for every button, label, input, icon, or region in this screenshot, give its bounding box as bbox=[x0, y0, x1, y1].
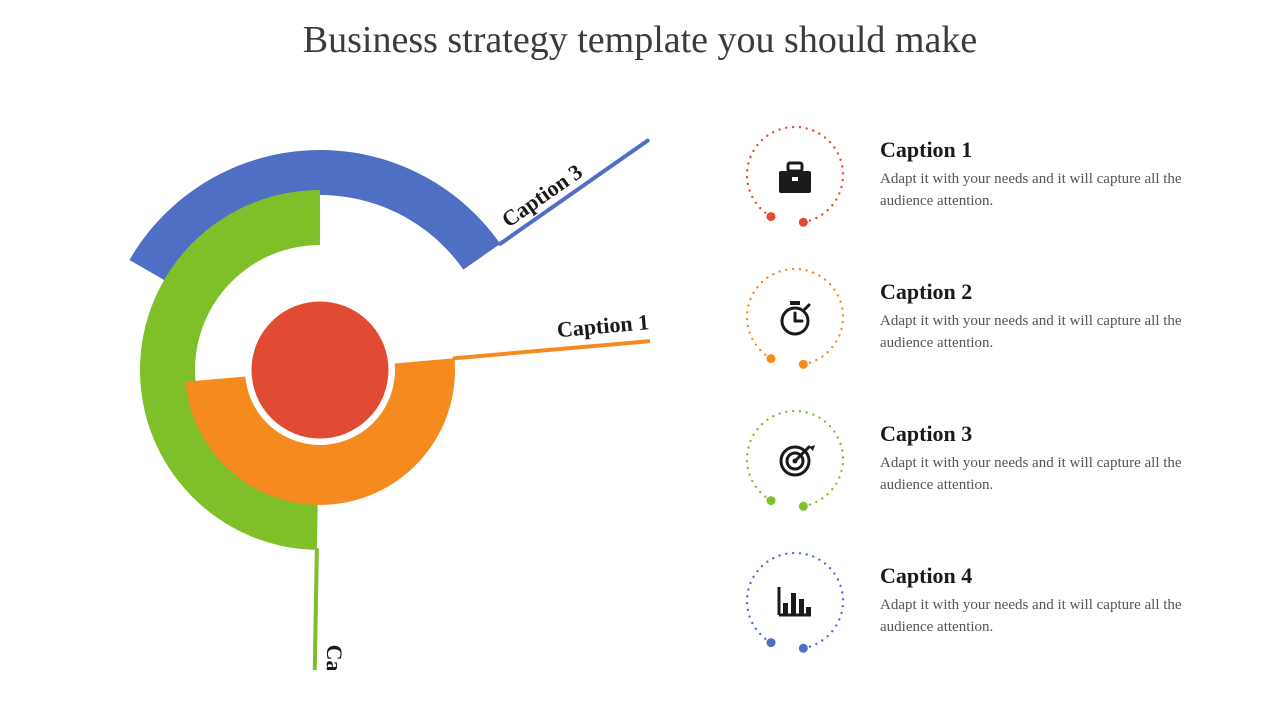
radial-chart: Caption 1 Caption 2 Caption 3 bbox=[30, 90, 650, 670]
svg-text:Caption 1: Caption 1 bbox=[556, 309, 650, 342]
stopwatch-icon bbox=[740, 262, 850, 372]
legend-panel: Caption 1 Adapt it with your needs and i… bbox=[740, 120, 1240, 688]
legend-item-desc: Adapt it with your needs and it will cap… bbox=[880, 595, 1210, 639]
legend-item-text: Caption 1 Adapt it with your needs and i… bbox=[880, 137, 1240, 213]
legend-item-title: Caption 2 bbox=[880, 279, 1240, 305]
slide: Business strategy template you should ma… bbox=[0, 0, 1280, 720]
legend-item-2: Caption 2 Adapt it with your needs and i… bbox=[740, 262, 1240, 372]
svg-text:Caption 3: Caption 3 bbox=[497, 159, 587, 232]
legend-item-desc: Adapt it with your needs and it will cap… bbox=[880, 311, 1210, 355]
legend-item-text: Caption 3 Adapt it with your needs and i… bbox=[880, 421, 1240, 497]
legend-item-4: Caption 4 Adapt it with your needs and i… bbox=[740, 546, 1240, 656]
legend-item-1: Caption 1 Adapt it with your needs and i… bbox=[740, 120, 1240, 230]
legend-item-desc: Adapt it with your needs and it will cap… bbox=[880, 169, 1210, 213]
legend-item-title: Caption 1 bbox=[880, 137, 1240, 163]
svg-text:Caption 2: Caption 2 bbox=[321, 644, 348, 670]
page-title: Business strategy template you should ma… bbox=[0, 18, 1280, 62]
briefcase-icon bbox=[740, 120, 850, 230]
legend-item-3: Caption 3 Adapt it with your needs and i… bbox=[740, 404, 1240, 514]
legend-item-desc: Adapt it with your needs and it will cap… bbox=[880, 453, 1210, 497]
legend-item-text: Caption 2 Adapt it with your needs and i… bbox=[880, 279, 1240, 355]
legend-item-title: Caption 3 bbox=[880, 421, 1240, 447]
legend-item-text: Caption 4 Adapt it with your needs and i… bbox=[880, 563, 1240, 639]
legend-item-title: Caption 4 bbox=[880, 563, 1240, 589]
target-icon bbox=[740, 404, 850, 514]
barchart-icon bbox=[740, 546, 850, 656]
